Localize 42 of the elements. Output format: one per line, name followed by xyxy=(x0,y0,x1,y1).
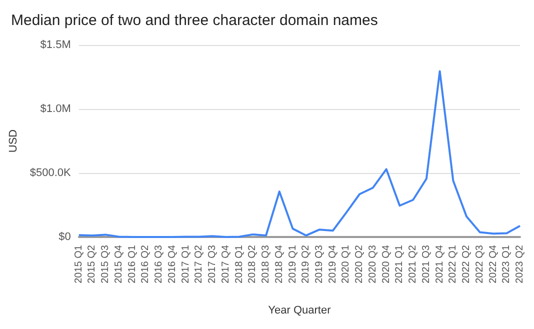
y-axis-title: USD xyxy=(8,129,20,153)
x-tick-label: 2022 Q3 xyxy=(474,244,486,284)
x-tick-label: 2020 Q1 xyxy=(340,244,352,284)
x-tick-label: 2019 Q4 xyxy=(327,244,338,284)
x-tick-label: 2015 Q4 xyxy=(113,244,124,284)
x-tick-label: 2022 Q4 xyxy=(488,244,499,284)
x-tick-label: 2016 Q4 xyxy=(166,244,178,284)
x-tick-label: 2021 Q1 xyxy=(394,244,406,284)
line-series xyxy=(78,70,521,238)
x-tick-label: 2018 Q1 xyxy=(234,244,245,284)
y-tick-label: $1.5M xyxy=(40,39,71,51)
x-tick-label: 2015 Q3 xyxy=(100,244,112,284)
x-tick-label: 2022 Q2 xyxy=(461,244,472,284)
y-tick-label: $1.0M xyxy=(40,103,71,115)
x-tick-label: 2020 Q3 xyxy=(367,244,378,284)
x-tick-label: 2016 Q1 xyxy=(126,244,138,284)
y-tick-label: $500.0K xyxy=(30,167,72,179)
x-tick-label: 2019 Q3 xyxy=(314,244,325,284)
y-tick-label: $0 xyxy=(58,231,71,243)
x-tick-label: 2019 Q1 xyxy=(287,244,298,284)
x-tick-label: 2020 Q2 xyxy=(354,244,366,284)
x-tick-label: 2016 Q2 xyxy=(140,244,152,284)
x-tick-label: 2018 Q4 xyxy=(274,244,285,284)
chart-title: Median price of two and three character domain names xyxy=(11,12,378,29)
x-tick-label: 2017 Q2 xyxy=(194,244,205,284)
x-axis-title: Year Quarter xyxy=(268,304,332,316)
x-tick-label: 2018 Q2 xyxy=(247,244,258,284)
x-tick-label: 2021 Q3 xyxy=(420,244,432,284)
x-tick-label: 2023 Q1 xyxy=(501,244,512,284)
x-tick-label: 2016 Q3 xyxy=(154,244,165,284)
x-tick-label: 2015 Q1 xyxy=(73,244,84,284)
x-tick-label: 2017 Q1 xyxy=(180,244,192,284)
x-tick-label: 2020 Q4 xyxy=(380,244,392,284)
x-tick-label: 2019 Q2 xyxy=(300,244,312,284)
x-tick-label: 2021 Q4 xyxy=(434,244,446,284)
x-tick-label: 2023 Q2 xyxy=(514,244,526,284)
x-tick-label: 2017 Q4 xyxy=(220,244,232,284)
x-tick-label: 2018 Q3 xyxy=(260,244,272,284)
x-tick-label: 2015 Q2 xyxy=(86,244,98,284)
x-tick-label: 2022 Q1 xyxy=(448,244,459,284)
x-tick-label: 2021 Q2 xyxy=(408,244,419,284)
x-tick-label: 2017 Q3 xyxy=(207,244,218,284)
